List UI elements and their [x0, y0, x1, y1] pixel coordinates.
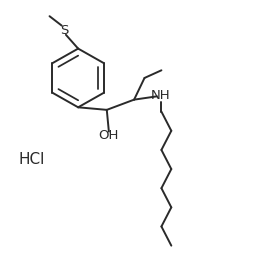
Text: HCl: HCl [18, 152, 44, 167]
Text: NH: NH [150, 89, 170, 102]
Text: S: S [60, 24, 68, 37]
Text: OH: OH [99, 129, 119, 142]
